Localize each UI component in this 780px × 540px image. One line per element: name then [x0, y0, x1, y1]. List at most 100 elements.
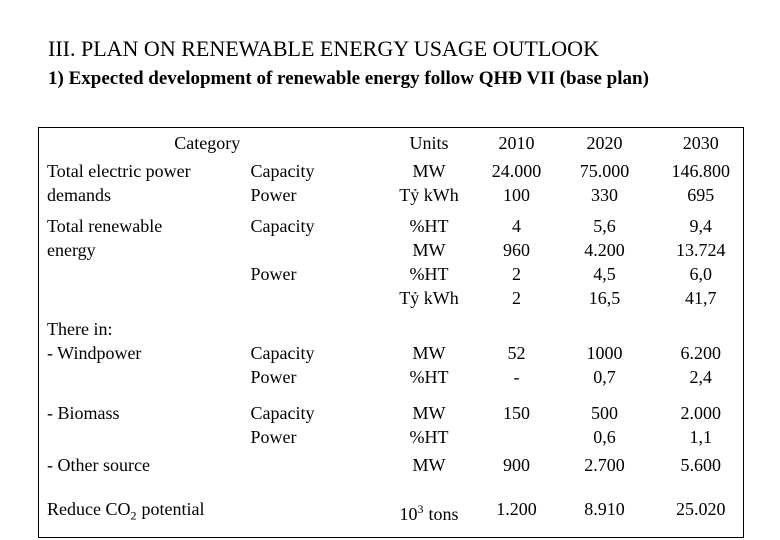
blank-line: [553, 317, 657, 341]
blank-line: [485, 317, 549, 341]
subtitle: 1) Expected development of renewable ene…: [48, 68, 649, 89]
cell-line: 4,5: [593, 264, 616, 284]
cell-line: MW: [412, 161, 446, 181]
cell-line: %HT: [409, 367, 449, 387]
column-header: 2010: [498, 132, 535, 153]
cell-line: MW: [412, 403, 446, 423]
table-row: Total renewable energy Capacity Power %HT MW%…: [39, 212, 744, 315]
table-cell: Capacity Power: [243, 315, 376, 399]
cell-line: - Biomass: [47, 403, 120, 423]
column-header: 2020: [586, 132, 623, 153]
cell-line: Power: [250, 185, 297, 205]
cell-line: 13.724: [676, 240, 726, 260]
table-cell: 1000 0,7: [551, 315, 659, 399]
table-cell: - Other source: [39, 451, 243, 489]
superscript: 3: [417, 502, 424, 516]
cell-line: Capacity: [250, 216, 315, 236]
cell-line: 150: [503, 403, 531, 423]
cell-line: MW: [412, 240, 446, 260]
table-cell: 9,4 13.724 6,0 41,7: [659, 212, 744, 315]
column-header: Category: [174, 132, 241, 153]
cell-line: demands: [47, 185, 111, 205]
table-cell: Capacity Power: [243, 212, 376, 315]
cell-line: MW: [412, 455, 446, 475]
cell-line: Tỷ kWh: [399, 288, 459, 308]
cell-line: There in:: [47, 319, 113, 339]
blank-line: [251, 238, 368, 262]
cell-line: 6.200: [680, 343, 722, 363]
table-cell: Total renewable energy: [39, 212, 243, 315]
table-cell: 150: [483, 399, 551, 451]
cell-line: 103 tons: [378, 497, 481, 524]
table-cell: 2.700: [551, 451, 659, 489]
table-cell: - Biomass: [39, 399, 243, 451]
cell-line: 2: [512, 288, 522, 308]
table-row: There in: - Windpower Capacity Power MW %HT 52…: [39, 315, 744, 399]
table-row: - Biomass Capacity Power MW %HT 150 500 0,6 2.00…: [39, 399, 744, 451]
cell-line: 5,6: [593, 216, 616, 236]
cell-line: 2: [512, 264, 522, 284]
table-row: - Other source MW 900 2.700 5.600: [39, 451, 744, 489]
cell-line: 100: [503, 185, 531, 205]
cell-line: MW: [412, 343, 446, 363]
cell-text: 10: [399, 504, 418, 524]
cell-line: 24.000: [491, 161, 542, 181]
table-cell: MW Tỷ kWh: [376, 157, 483, 212]
cell-line: Power: [250, 367, 297, 387]
cell-line: 0,7: [593, 367, 616, 387]
cell-line: 75.000: [579, 161, 630, 181]
cell-line: energy: [47, 240, 96, 260]
cell-line: 52: [507, 343, 526, 363]
cell-line: Total electric power: [47, 161, 191, 181]
table-cell: MW %HT: [376, 399, 483, 451]
cell-line: %HT: [409, 427, 449, 447]
table-cell: 6.200 2,4: [659, 315, 744, 399]
table-cell: 900: [483, 451, 551, 489]
cell-line: 146.800: [671, 161, 731, 181]
cell-line: 4.200: [584, 240, 625, 260]
table-cell: 2.000 1,1: [659, 399, 744, 451]
table-cell: 5,6 4.200 4,5 16,5: [551, 212, 659, 315]
table-row: Total electric power demands Capacity Power…: [39, 157, 744, 212]
cell-line: 6,0: [689, 264, 713, 284]
table-cell: MW %HT: [376, 315, 483, 399]
cell-line: Power: [250, 427, 297, 447]
blank-line: [251, 317, 368, 341]
cell-line: 0,6: [593, 427, 616, 447]
table-cell: 146.800 695: [659, 157, 744, 212]
table-cell: 52 -: [483, 315, 551, 399]
title: III. PLAN ON RENEWABLE ENERGY USAGE OUTL…: [48, 36, 599, 61]
cell-line: 5.600: [680, 455, 722, 475]
table-cell: MW: [376, 451, 483, 489]
cell-line: 25.020: [676, 499, 726, 519]
blank-line: [378, 317, 481, 341]
cell-line: 1.200: [496, 499, 537, 519]
cell-line: %HT: [409, 264, 449, 284]
cell-line: Capacity: [250, 403, 315, 423]
cell-text: Reduce CO: [47, 499, 131, 519]
table-cell: There in: - Windpower: [39, 315, 243, 399]
table-cell: 103 tons: [376, 489, 483, 537]
subscript: 2: [130, 508, 137, 523]
blank-line: [661, 317, 742, 341]
cell-line: 1,1: [689, 427, 713, 447]
cell-text: tons: [428, 504, 459, 524]
header-row: Category Units 2010 2020 2030: [39, 128, 744, 158]
cell-line: 900: [503, 455, 531, 475]
cell-line: - Other source: [47, 455, 150, 475]
cell-line: 2.700: [584, 455, 625, 475]
table-cell: 75.000 330: [551, 157, 659, 212]
table-cell: Reduce CO2 potential: [39, 489, 243, 537]
table-cell: 5.600: [659, 451, 744, 489]
cell-line: 8.910: [584, 499, 625, 519]
cell-line: - Windpower: [47, 343, 142, 363]
cell-line: 2.000: [680, 403, 722, 423]
cell-line: Power: [250, 264, 297, 284]
table-cell: 8.910: [551, 489, 659, 537]
table-cell: Total electric power demands: [39, 157, 243, 212]
table-cell: 24.000 100: [483, 157, 551, 212]
cell-line: 16,5: [588, 288, 621, 308]
table-cell: [243, 489, 376, 537]
table-cell: 1.200: [483, 489, 551, 537]
